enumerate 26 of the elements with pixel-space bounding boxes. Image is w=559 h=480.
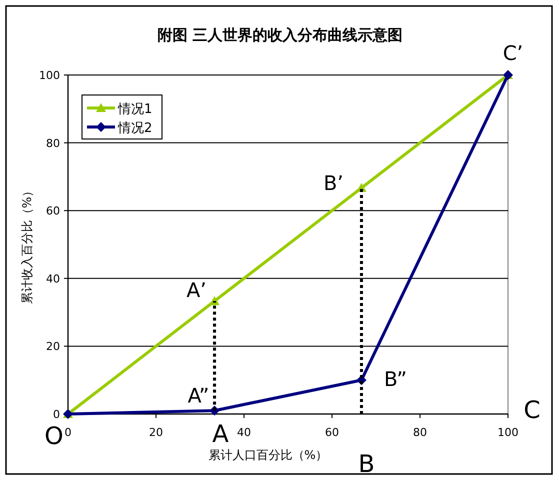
annotation: C’ [502, 41, 524, 65]
y-tick-label: 40 [46, 272, 60, 286]
x-tick-label: 20 [149, 426, 163, 439]
y-tick-label: 20 [46, 340, 60, 354]
x-axis-title: 累计人口百分比（%） [208, 448, 328, 462]
x-tick-label: 80 [413, 426, 427, 439]
annotation: B [358, 450, 375, 478]
y-tick-label: 60 [46, 204, 60, 218]
annotation: A [212, 420, 230, 448]
annotation: O [44, 422, 64, 450]
chart-title: 附图 三人世界的收入分布曲线示意图 [157, 26, 403, 44]
y-tick-label: 0 [53, 408, 60, 421]
text: C [524, 396, 540, 424]
y-axis-title: 累计收入百分比（%） [20, 184, 34, 304]
annotation: A’ [186, 278, 207, 302]
annotation: B’ [323, 170, 344, 195]
x-tick-label: 100 [498, 426, 518, 439]
annotation: A” [188, 384, 210, 408]
y-tick-label: 100 [39, 69, 60, 82]
annotation: B” [384, 367, 407, 392]
legend-label: 情况2 [117, 121, 152, 136]
y-tick-label: 80 [46, 136, 60, 150]
x-tick-label: 0 [64, 426, 72, 439]
x-tick-label: 60 [325, 426, 339, 439]
legend-label: 情况1 [117, 102, 152, 117]
x-tick-label: 40 [237, 426, 251, 439]
